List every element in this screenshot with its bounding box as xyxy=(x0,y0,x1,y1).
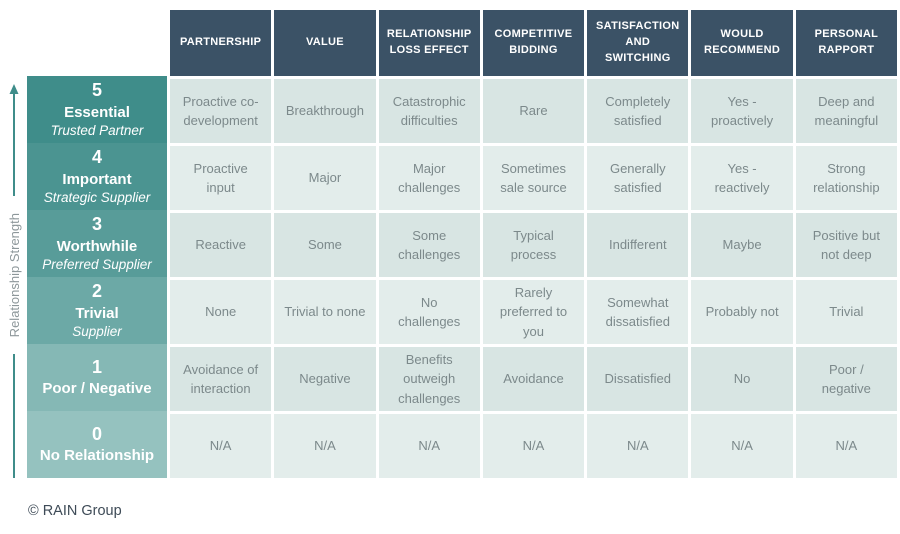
matrix-cell: N/A xyxy=(167,411,272,478)
row-level-name: Worthwhile xyxy=(56,237,138,255)
matrix-cell: Probably not xyxy=(688,277,793,344)
row-label-5: 5 Essential Trusted Partner xyxy=(27,76,167,143)
matrix-cell: No xyxy=(688,344,793,411)
relationship-strength-axis: Relationship Strength xyxy=(3,84,25,478)
matrix-cell: Strong relationship xyxy=(792,143,897,210)
matrix-cell: Negative xyxy=(271,344,376,411)
column-header-would-recommend: WOULD RECOMMEND xyxy=(688,10,793,76)
matrix-cell: Major challenges xyxy=(375,143,480,210)
matrix-cell: Some xyxy=(271,210,376,277)
matrix-cell: None xyxy=(167,277,272,344)
row-label-2: 2 Trivial Supplier xyxy=(27,277,167,344)
matrix-cell: Rarely preferred to you xyxy=(479,277,585,344)
matrix-cell: Reactive xyxy=(167,210,272,277)
row-level-subtitle: Supplier xyxy=(72,324,122,340)
matrix-cell: Major xyxy=(271,143,376,210)
matrix-cell: Avoidance xyxy=(479,344,585,411)
copyright-text: © RAIN Group xyxy=(28,503,122,519)
relationship-strength-matrix: PARTNERSHIP VALUE RELATIONSHIP LOSS EFFECT… xyxy=(27,10,897,478)
matrix-cell: Positive but not deep xyxy=(792,210,897,277)
matrix-cell: Benefits outweigh challenges xyxy=(375,344,480,411)
matrix-cell: Somewhat dissatisfied xyxy=(584,277,689,344)
row-label-3: 3 Worthwhile Preferred Supplier xyxy=(27,210,167,277)
matrix-cell: Avoidance of interaction xyxy=(167,344,272,411)
matrix-cell: Rare xyxy=(479,76,585,143)
matrix-cell: Catastrophic difficulties xyxy=(375,76,480,143)
column-header-relationship-loss-effect: RELATIONSHIP LOSS EFFECT xyxy=(375,10,480,76)
matrix-cell: Yes - reactively xyxy=(688,143,793,210)
column-header-personal-rapport: PERSONAL RAPPORT xyxy=(792,10,897,76)
matrix-cell: No challenges xyxy=(375,277,480,344)
matrix-cell: Trivial xyxy=(792,277,897,344)
matrix-cell: Trivial to none xyxy=(271,277,376,344)
row-level-subtitle: Preferred Supplier xyxy=(42,257,152,273)
matrix-cell: Poor / negative xyxy=(792,344,897,411)
row-level-name: No Relationship xyxy=(39,447,155,465)
corner-spacer xyxy=(27,10,167,76)
matrix-cell: Generally satisfied xyxy=(584,143,689,210)
matrix-cell: N/A xyxy=(375,411,480,478)
row-level-subtitle: Strategic Supplier xyxy=(43,190,151,206)
matrix-cell: Breakthrough xyxy=(271,76,376,143)
row-level-name: Essential xyxy=(64,103,130,121)
matrix-cell: Yes - proactively xyxy=(688,76,793,143)
row-label-4: 4 Important Strategic Supplier xyxy=(27,143,167,210)
row-level-name: Poor / Negative xyxy=(42,380,152,398)
matrix-cell: Some challenges xyxy=(375,210,480,277)
matrix-cell: Typical process xyxy=(479,210,585,277)
row-level-number: 2 xyxy=(91,281,102,302)
row-label-0: 0 No Relationship xyxy=(27,411,167,478)
row-level-name: Important xyxy=(62,170,132,188)
row-level-number: 1 xyxy=(91,357,102,378)
matrix-cell: N/A xyxy=(271,411,376,478)
matrix-cell: N/A xyxy=(792,411,897,478)
column-header-satisfaction-and-switching: SATISFACTION AND SWITCHING xyxy=(584,10,689,76)
row-label-1: 1 Poor / Negative xyxy=(27,344,167,411)
matrix-cell: Dissatisfied xyxy=(584,344,689,411)
row-level-subtitle: Trusted Partner xyxy=(50,123,144,139)
matrix-cell: Completely satisfied xyxy=(584,76,689,143)
matrix-cell: Proactive input xyxy=(167,143,272,210)
row-level-number: 0 xyxy=(91,424,102,445)
axis-line xyxy=(13,354,15,478)
matrix-cell: Proactive co-development xyxy=(167,76,272,143)
matrix-cell: Indifferent xyxy=(584,210,689,277)
matrix-cell: N/A xyxy=(584,411,689,478)
up-arrow-icon xyxy=(9,84,19,196)
row-level-number: 3 xyxy=(91,214,102,235)
row-level-number: 4 xyxy=(91,147,102,168)
matrix-cell: N/A xyxy=(479,411,585,478)
axis-label: Relationship Strength xyxy=(6,212,22,338)
row-level-number: 5 xyxy=(91,80,102,101)
matrix-cell: Deep and meaningful xyxy=(792,76,897,143)
column-header-partnership: PARTNERSHIP xyxy=(167,10,272,76)
matrix-cell: Maybe xyxy=(688,210,793,277)
row-level-name: Trivial xyxy=(75,304,119,322)
matrix-cell: N/A xyxy=(688,411,793,478)
column-header-value: VALUE xyxy=(271,10,376,76)
matrix-cell: Sometimes sale source xyxy=(479,143,585,210)
column-header-competitive-bidding: COMPETITIVE BIDDING xyxy=(479,10,585,76)
